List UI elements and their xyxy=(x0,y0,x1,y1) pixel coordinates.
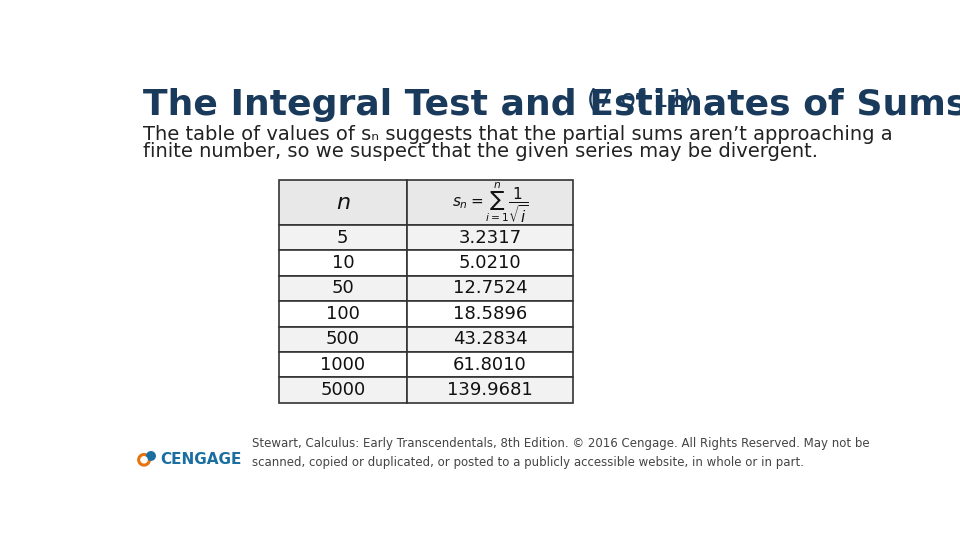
Bar xyxy=(407,251,573,276)
Text: Stewart, Calculus: Early Transcendentals, 8th Edition. © 2016 Cengage. All Right: Stewart, Calculus: Early Transcendentals… xyxy=(252,437,870,469)
Circle shape xyxy=(147,452,156,460)
Bar xyxy=(407,327,573,352)
Text: 12.7524: 12.7524 xyxy=(453,280,527,298)
Text: The table of values of sₙ suggests that the partial sums aren’t approaching a: The table of values of sₙ suggests that … xyxy=(143,125,893,144)
Text: 18.5896: 18.5896 xyxy=(453,305,527,323)
Text: 61.8010: 61.8010 xyxy=(453,356,527,374)
Bar xyxy=(407,352,573,377)
Text: 5: 5 xyxy=(337,228,348,247)
Text: 1000: 1000 xyxy=(321,356,366,374)
Text: $s_n = \sum_{i=1}^{n} \dfrac{1}{\sqrt{i}}$: $s_n = \sum_{i=1}^{n} \dfrac{1}{\sqrt{i}… xyxy=(452,180,528,225)
Bar xyxy=(407,225,573,251)
Text: CENGAGE: CENGAGE xyxy=(160,453,242,467)
Bar xyxy=(407,180,573,225)
Bar xyxy=(278,180,407,225)
Text: 43.2834: 43.2834 xyxy=(453,330,527,348)
Text: 3.2317: 3.2317 xyxy=(459,228,521,247)
Bar xyxy=(278,377,407,403)
Text: 500: 500 xyxy=(325,330,360,348)
Text: 5.0210: 5.0210 xyxy=(459,254,521,272)
Text: $\mathit{n}$: $\mathit{n}$ xyxy=(335,193,350,213)
Bar xyxy=(278,301,407,327)
Bar xyxy=(278,251,407,276)
Bar xyxy=(407,276,573,301)
Text: The Integral Test and Estimates of Sums: The Integral Test and Estimates of Sums xyxy=(143,88,960,122)
Circle shape xyxy=(138,454,150,466)
Text: 139.9681: 139.9681 xyxy=(447,381,533,399)
Text: finite number, so we suspect that the given series may be divergent.: finite number, so we suspect that the gi… xyxy=(143,142,818,161)
Bar xyxy=(278,327,407,352)
Bar xyxy=(278,352,407,377)
Bar xyxy=(407,377,573,403)
Text: 5000: 5000 xyxy=(321,381,366,399)
Bar xyxy=(407,301,573,327)
Text: (7 of 11): (7 of 11) xyxy=(579,88,694,112)
Text: 100: 100 xyxy=(325,305,360,323)
Bar xyxy=(278,276,407,301)
Text: 50: 50 xyxy=(331,280,354,298)
Circle shape xyxy=(141,457,147,463)
Text: 10: 10 xyxy=(331,254,354,272)
Bar xyxy=(278,225,407,251)
